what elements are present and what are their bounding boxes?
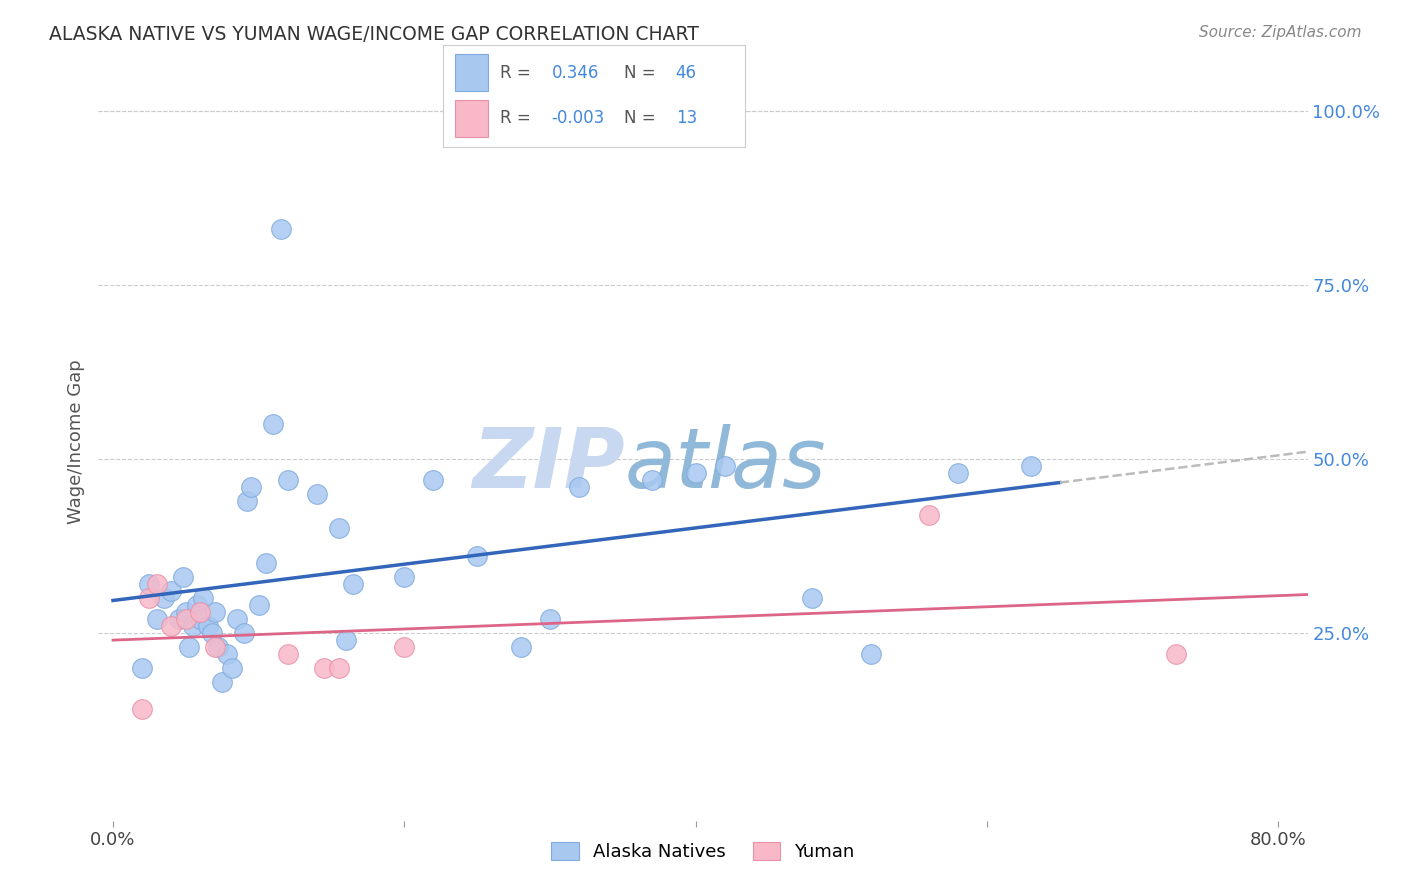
Point <box>211 674 233 689</box>
Point <box>946 466 969 480</box>
Point <box>714 458 737 473</box>
Point <box>153 591 176 605</box>
Point <box>190 612 212 626</box>
Point <box>270 222 292 236</box>
Point <box>394 640 416 654</box>
Text: ZIP: ZIP <box>472 424 624 505</box>
Point <box>236 493 259 508</box>
Point <box>131 702 153 716</box>
Point <box>254 556 277 570</box>
Point <box>160 619 183 633</box>
Text: Source: ZipAtlas.com: Source: ZipAtlas.com <box>1198 25 1361 40</box>
Point <box>262 417 284 432</box>
Point <box>181 619 204 633</box>
Point <box>394 570 416 584</box>
Point <box>221 660 243 674</box>
Legend: Alaska Natives, Yuman: Alaska Natives, Yuman <box>544 835 862 869</box>
Point <box>207 640 229 654</box>
Point <box>204 605 226 619</box>
Point <box>1019 458 1042 473</box>
Point <box>342 577 364 591</box>
Point <box>225 612 247 626</box>
Point <box>801 591 824 605</box>
Text: N =: N = <box>624 110 661 128</box>
Point <box>305 486 328 500</box>
Point <box>145 612 167 626</box>
Point <box>197 619 219 633</box>
Text: ALASKA NATIVE VS YUMAN WAGE/INCOME GAP CORRELATION CHART: ALASKA NATIVE VS YUMAN WAGE/INCOME GAP C… <box>49 25 699 44</box>
Point <box>247 598 270 612</box>
Point <box>277 473 299 487</box>
Point <box>215 647 238 661</box>
Point <box>328 660 350 674</box>
Text: N =: N = <box>624 64 661 82</box>
Point <box>172 570 194 584</box>
Point <box>138 577 160 591</box>
FancyBboxPatch shape <box>456 100 488 137</box>
Text: 13: 13 <box>676 110 697 128</box>
Point <box>186 598 208 612</box>
Point <box>538 612 561 626</box>
Point <box>177 640 200 654</box>
Point <box>335 632 357 647</box>
Text: atlas: atlas <box>624 424 827 505</box>
Point <box>201 625 224 640</box>
Y-axis label: Wage/Income Gap: Wage/Income Gap <box>66 359 84 524</box>
Point <box>240 480 263 494</box>
Point <box>328 521 350 535</box>
Text: R =: R = <box>501 110 536 128</box>
Point <box>193 591 215 605</box>
Point <box>174 612 197 626</box>
Text: R =: R = <box>501 64 536 82</box>
Point <box>190 605 212 619</box>
Point <box>233 625 256 640</box>
Point <box>685 466 707 480</box>
FancyBboxPatch shape <box>456 54 488 91</box>
Text: -0.003: -0.003 <box>551 110 605 128</box>
Point <box>174 605 197 619</box>
Point <box>641 473 664 487</box>
Text: 0.346: 0.346 <box>551 64 599 82</box>
Point <box>131 660 153 674</box>
Point <box>465 549 488 564</box>
Point <box>568 480 591 494</box>
Point <box>160 584 183 599</box>
Point <box>918 508 941 522</box>
Point <box>1166 647 1188 661</box>
Point <box>509 640 531 654</box>
Text: 46: 46 <box>676 64 696 82</box>
Point <box>204 640 226 654</box>
Point <box>138 591 160 605</box>
Point <box>145 577 167 591</box>
Point <box>859 647 882 661</box>
Point <box>167 612 190 626</box>
Point <box>422 473 444 487</box>
Point <box>277 647 299 661</box>
Point <box>314 660 336 674</box>
